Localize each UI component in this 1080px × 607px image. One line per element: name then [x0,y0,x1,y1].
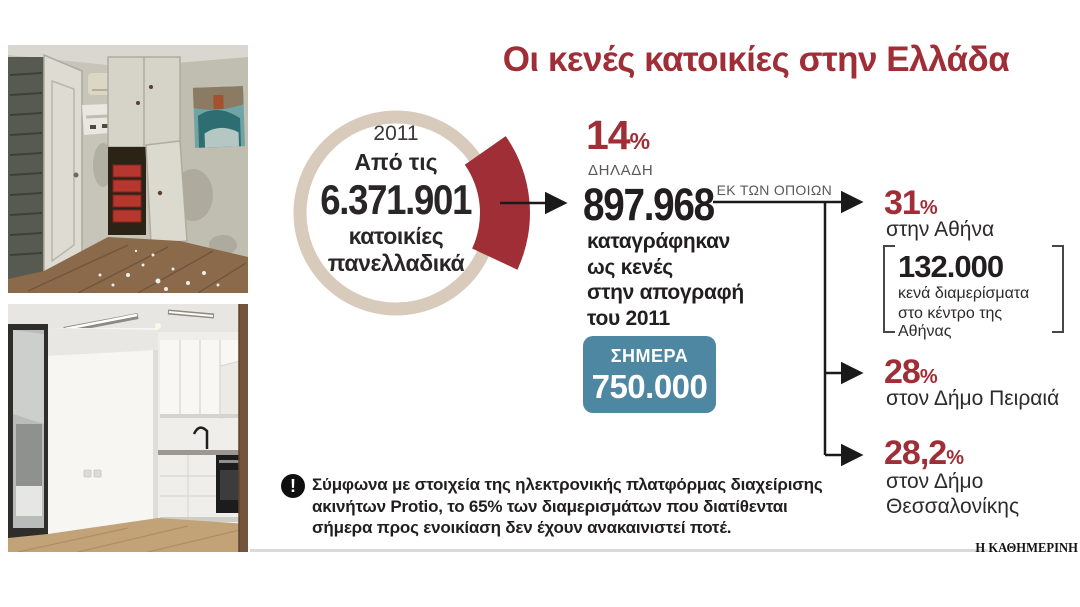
paint-debris [98,249,220,291]
donut-unit-1: κατοικίες [348,223,444,249]
census-desc-line: ως κενές [587,255,673,279]
footnote-line: ακινήτων Protio, το 65% των διαμερισμάτω… [312,496,788,516]
led-strip-lights [63,309,215,333]
athens-detail-line-1: κενά διαμερίσματα [898,285,1030,302]
census-desc-line: του 2011 [587,306,670,330]
footnote-line: Σύμφωνα με στοιχεία της ηλεκτρονικής πλα… [312,475,823,494]
footer-divider [250,549,988,552]
wood-pillar [239,304,248,552]
branch-place-line: στην Αθήνα [886,218,995,241]
donut-intro: Από τις [354,149,438,175]
donut-year: 2011 [373,122,419,145]
percent-sign: % [919,197,938,219]
percent-sign: % [629,128,650,154]
donut-unit-2: πανελλαδικά [327,250,465,276]
branch-athens-place: στην Αθήνα [886,217,994,242]
red-drawers [112,164,142,223]
athens-detail-value: 132.000 [898,249,1004,284]
census-desc-line: στην απογραφή [587,281,744,304]
percent-sign: % [919,366,938,388]
built-in-wardrobe [107,56,188,245]
branch-place-line: Θεσσαλονίκης [886,495,1020,518]
census-desc-line: καταγράφηκαν [587,230,731,253]
meaning-label: ΔΗΛΑΔΗ [588,162,654,179]
branches-label: ΕΚ ΤΩΝ ΟΠΟΙΩΝ [716,182,832,198]
branch-thessaloniki-percent: 28,2% [884,434,964,473]
vacant-count-value: 897.968 [583,179,715,230]
today-label: ΣΗΜΕΡΑ [610,346,689,366]
donut-total: 6.371.901 [296,177,496,223]
today-value: 750.000 [591,368,708,405]
branch-piraeus-percent-value: 28 [884,353,921,391]
footnote-line: σήμερα προς ενοικίαση δεν έχουν ανακαινι… [312,518,732,537]
footnote-text: Σύμφωνα με στοιχεία της ηλεκτρονικής πλα… [312,474,823,539]
page-title: Οι κενές κατοικίες στην Ελλάδα [502,40,1010,79]
donut-label: 2011 Από τις 6.371.901 κατοικίες πανελλα… [296,121,496,277]
branch-thessaloniki-percent-value: 28,2 [884,434,947,472]
vacant-percent-stat: 14% [586,112,650,159]
vacant-percent-value: 14 [586,112,631,158]
exclamation-icon: ! [281,474,305,498]
branch-athens-percent: 31% [884,184,938,223]
kitchen [158,332,248,522]
white-wall-volume [48,328,159,538]
census-description: καταγράφηκαν ως κενές στην απογραφή του … [587,229,744,331]
athens-detail: 132.000 κενά διαμερίσματα στο κέντρο της… [898,250,1058,342]
wooden-floor [8,518,248,552]
balcony-shutter [8,57,44,279]
vacant-count: 897.968 [583,179,735,231]
photo-old-apartment [8,45,248,293]
branch-place-line: στον Δήμο [886,470,984,493]
branch-piraeus-percent: 28% [884,353,938,392]
branch-place-line: στον Δήμο Πειραιά [886,387,1060,410]
renovated-apartment-scene [8,304,248,552]
athens-detail-line-2: στο κέντρο της Αθήνας [898,304,1003,341]
branch-athens-percent-value: 31 [884,184,921,222]
old-apartment-scene [8,45,248,293]
source-logo: Η ΚΑΘΗΜΕΡΙΝΗ [975,541,1078,556]
today-badge: ΣΗΜΕΡΑ 750.000 [583,336,716,413]
athens-bracket-left-icon [883,245,895,333]
branch-piraeus-place: στον Δήμο Πειραιά [886,386,1059,411]
photo-renovated-apartment [8,304,248,552]
balcony-door [8,324,48,538]
wall-painting [192,86,246,148]
donut-total-value: 6.371.901 [320,176,473,223]
percent-sign: % [946,447,964,469]
branch-thessaloniki-place: στον Δήμο Θεσσαλονίκης [886,469,1019,519]
wooden-floor [8,237,248,293]
open-door [43,53,83,293]
